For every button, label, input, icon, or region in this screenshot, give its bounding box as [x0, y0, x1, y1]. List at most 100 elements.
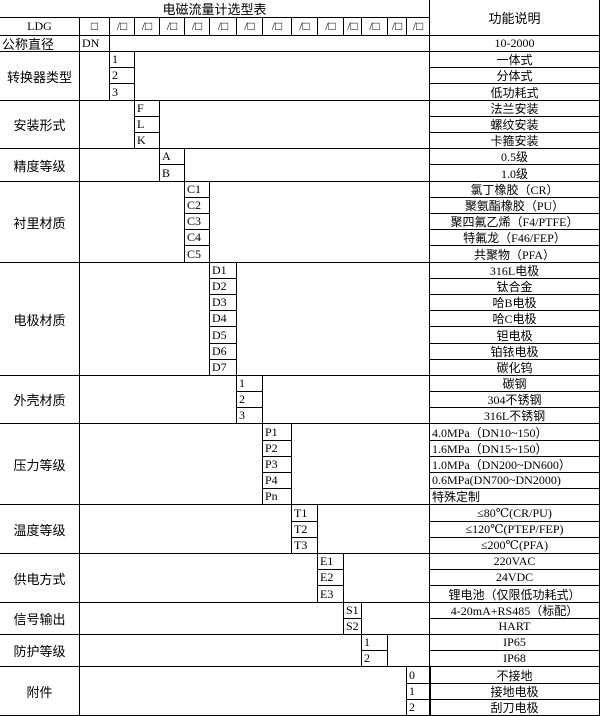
option-desc: 哈B电极: [429, 294, 600, 311]
blank-cell: [343, 553, 430, 603]
option-desc: 聚四氟乙烯（F4/PTFE）: [429, 213, 600, 230]
section-label: 精度等级: [0, 148, 80, 182]
option-code: 1: [406, 683, 430, 700]
blank-cell: [79, 100, 135, 149]
option-code: P2: [262, 440, 292, 457]
option-desc: 卡箍安装: [429, 132, 600, 149]
option-code: 0: [406, 666, 430, 684]
option-desc: 碳钢: [429, 375, 600, 392]
option-desc: 铂铱电极: [429, 343, 600, 360]
model-code-box: /□: [184, 17, 210, 36]
option-desc: 聚氨酯橡胶（PU）: [429, 197, 600, 214]
option-desc: 特殊定制: [429, 488, 600, 505]
model-prefix: LDG: [0, 17, 80, 36]
option-desc: 4-20mA+RS485（标配）: [429, 602, 600, 619]
option-desc: ≤120℃(PTEP/FEP): [429, 521, 600, 538]
option-code: D7: [209, 359, 237, 376]
option-desc: 刮刀电极: [429, 699, 600, 716]
blank-cell: [79, 423, 263, 505]
option-desc: 一体式: [429, 51, 600, 68]
option-desc: 304不锈钢: [429, 391, 600, 408]
model-code-box: /□: [343, 17, 362, 36]
option-desc: 分体式: [429, 67, 600, 84]
option-code: P3: [262, 456, 292, 473]
option-desc: IP65: [429, 634, 600, 651]
blank-cell: [291, 423, 430, 505]
blank-cell: [209, 181, 430, 263]
blank-cell: [387, 634, 430, 667]
blank-cell: [79, 375, 237, 424]
option-desc: ≤200℃(PFA): [429, 537, 600, 554]
blank-cell: [184, 148, 430, 182]
option-code: E2: [317, 569, 344, 586]
option-code: D1: [209, 262, 237, 279]
option-code: S2: [343, 618, 362, 635]
option-code: 1: [236, 375, 263, 392]
option-desc: 接地电极: [429, 683, 600, 700]
option-desc: 法兰安装: [429, 100, 600, 117]
model-code-box: /□: [291, 17, 318, 36]
blank-cell: [109, 35, 430, 52]
option-code: D5: [209, 326, 237, 344]
model-code-box: /□: [387, 17, 407, 36]
model-code-box: /□: [209, 17, 237, 36]
option-desc: 碳化钨: [429, 359, 600, 376]
option-code: C5: [184, 245, 210, 263]
option-code: 3: [236, 407, 263, 424]
model-code-box: /□: [262, 17, 292, 36]
option-code: 2: [236, 391, 263, 408]
option-desc: 1.0MPa（DN200~DN600）: [429, 456, 600, 473]
option-desc: 低功耗式: [429, 83, 600, 101]
model-code-box: /□: [361, 17, 388, 36]
option-code: C3: [184, 213, 210, 230]
model-code-box: /□: [109, 17, 135, 36]
section-label: 供电方式: [0, 553, 80, 603]
nominal-diameter-code: DN: [79, 35, 110, 52]
option-code: C4: [184, 229, 210, 246]
blank-cell: [79, 553, 318, 603]
option-desc: 1.0级: [429, 164, 600, 182]
blank-cell: [79, 666, 407, 716]
option-code: E1: [317, 553, 344, 570]
option-desc: 1.6MPa（DN15~150）: [429, 440, 600, 457]
nominal-diameter-desc: 10-2000: [429, 35, 600, 52]
table-title: 电磁流量计选型表: [0, 0, 430, 18]
blank-cell: [79, 148, 160, 182]
option-code: C2: [184, 197, 210, 214]
option-desc: 316L电极: [429, 262, 600, 279]
option-code: 1: [109, 51, 135, 68]
option-desc: 4.0MPa（DN10~150）: [429, 423, 600, 441]
option-desc: 0.6MPa(DN700~DN2000): [429, 472, 600, 489]
option-code: F: [134, 100, 160, 117]
option-code: 1: [361, 634, 388, 651]
model-code-box: /□: [159, 17, 185, 36]
option-code: T3: [291, 537, 318, 554]
model-code-box: /□: [134, 17, 160, 36]
blank-cell: [134, 51, 430, 101]
section-label: 温度等级: [0, 504, 80, 554]
option-code: P1: [262, 423, 292, 441]
section-label: 转换器类型: [0, 51, 80, 101]
option-desc: IP68: [429, 650, 600, 667]
blank-cell: [79, 181, 185, 263]
option-code: T2: [291, 521, 318, 538]
section-label: 压力等级: [0, 423, 80, 505]
option-code: 2: [361, 650, 388, 667]
option-desc: 0.5级: [429, 148, 600, 165]
model-code-box: /□: [406, 17, 430, 36]
section-label: 附件: [0, 666, 80, 716]
option-desc: 钽电极: [429, 326, 600, 344]
blank-cell: [79, 504, 292, 554]
option-code: E3: [317, 585, 344, 603]
section-label: 衬里材质: [0, 181, 80, 263]
option-desc: 哈C电极: [429, 310, 600, 327]
option-code: K: [134, 132, 160, 149]
section-label: 外壳材质: [0, 375, 80, 424]
model-code-box: /□: [317, 17, 344, 36]
blank-cell: [262, 375, 430, 424]
function-header: 功能说明: [429, 0, 600, 36]
blank-cell: [317, 504, 430, 554]
option-code: 2: [406, 699, 430, 716]
option-code: 3: [109, 83, 135, 101]
option-desc: ≤80℃(CR/PU): [429, 504, 600, 522]
